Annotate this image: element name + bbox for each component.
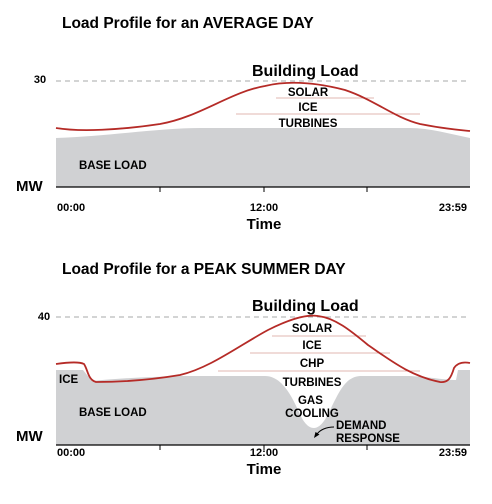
layer-label-base-load: BASE LOAD [79, 407, 147, 419]
y-axis-unit: MW [16, 178, 43, 195]
chart-title-peak: Load Profile for a PEAK SUMMER DAY [62, 261, 346, 278]
x-tick-label: 00:00 [57, 202, 85, 214]
layer-label-turbines: TURBINES [283, 377, 342, 389]
chart-title-average: Load Profile for an AVERAGE DAY [62, 15, 314, 32]
building-load-line [55, 81, 471, 132]
layer-label-chp: CHP [300, 358, 325, 370]
y-tick-label: 30 [34, 74, 46, 86]
chart-average-day: Load Profile for an AVERAGE DAY Building… [16, 15, 471, 233]
layer-label-solar: SOLAR [288, 87, 329, 99]
chart-peak-summer-day: Load Profile for a PEAK SUMMER DAY Build… [16, 261, 471, 478]
x-tick-label: 23:59 [439, 447, 467, 459]
building-load-line [55, 314, 471, 383]
demand-response-line-1: DEMAND [336, 420, 386, 432]
building-load-label: Building Load [252, 298, 359, 315]
y-tick-label: 40 [38, 311, 50, 323]
layer-label-solar: SOLAR [292, 323, 333, 335]
x-tick-label: 00:00 [57, 447, 85, 459]
arrowhead [314, 432, 320, 438]
layer-label-base-load: BASE LOAD [79, 160, 147, 172]
layer-label-ice: ICE [298, 102, 318, 114]
x-axis-title: Time [247, 461, 282, 478]
x-axis-title: Time [247, 216, 282, 233]
layer-label-turbines: TURBINES [279, 118, 338, 130]
x-tick-label: 23:59 [439, 202, 467, 214]
gas-cooling-line-2: COOLING [285, 408, 339, 420]
building-load-label: Building Load [252, 63, 359, 80]
base-load-area [56, 128, 470, 187]
x-tick-label: 12:00 [250, 447, 278, 459]
y-axis-unit: MW [16, 428, 43, 445]
gas-cooling-line-1: GAS [298, 395, 323, 407]
demand-response-line-2: RESPONSE [336, 433, 400, 445]
layer-label-ice: ICE [302, 340, 322, 352]
x-tick-label: 12:00 [250, 202, 278, 214]
demand-response-arrow [316, 426, 335, 435]
layer-label-gas-cooling: GAS COOLING [285, 395, 339, 420]
layer-label-ice-left: ICE [59, 374, 79, 386]
layer-label-demand-response: DEMAND RESPONSE [336, 420, 400, 445]
base-load-area [56, 370, 470, 445]
